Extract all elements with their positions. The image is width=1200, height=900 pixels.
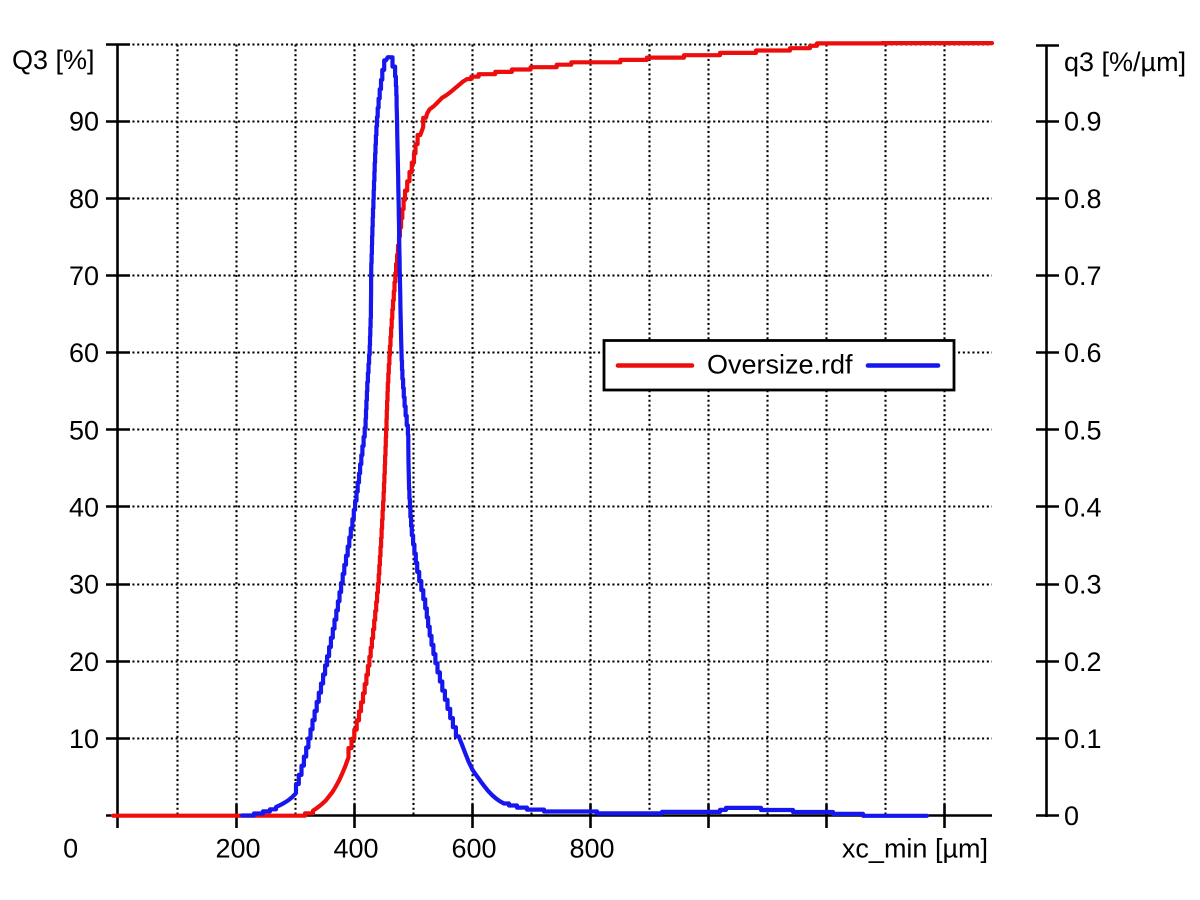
svg-text:0.7: 0.7: [1064, 261, 1102, 291]
svg-text:q3 [%/µm]: q3 [%/µm]: [1064, 47, 1186, 77]
svg-text:60: 60: [69, 338, 99, 368]
svg-text:600: 600: [451, 834, 496, 864]
svg-text:0.9: 0.9: [1064, 107, 1102, 137]
svg-text:0: 0: [1064, 801, 1079, 831]
svg-text:0.1: 0.1: [1064, 724, 1102, 754]
svg-text:0.5: 0.5: [1064, 415, 1102, 445]
svg-text:200: 200: [215, 834, 260, 864]
svg-text:400: 400: [333, 834, 378, 864]
svg-text:Q3 [%]: Q3 [%]: [12, 45, 95, 75]
svg-text:0: 0: [63, 834, 78, 864]
svg-text:30: 30: [69, 570, 99, 600]
svg-text:0.4: 0.4: [1064, 493, 1102, 523]
svg-text:40: 40: [69, 493, 99, 523]
svg-text:0.8: 0.8: [1064, 184, 1102, 214]
svg-text:800: 800: [569, 834, 614, 864]
svg-text:50: 50: [69, 415, 99, 445]
svg-text:90: 90: [69, 107, 99, 137]
svg-text:80: 80: [69, 184, 99, 214]
svg-text:0.6: 0.6: [1064, 338, 1102, 368]
svg-text:0.2: 0.2: [1064, 647, 1102, 677]
svg-text:0.3: 0.3: [1064, 570, 1102, 600]
svg-text:Oversize.rdf: Oversize.rdf: [707, 350, 853, 380]
svg-text:70: 70: [69, 261, 99, 291]
svg-text:10: 10: [69, 724, 99, 754]
svg-text:xc_min [µm]: xc_min [µm]: [842, 834, 988, 864]
svg-text:20: 20: [69, 647, 99, 677]
